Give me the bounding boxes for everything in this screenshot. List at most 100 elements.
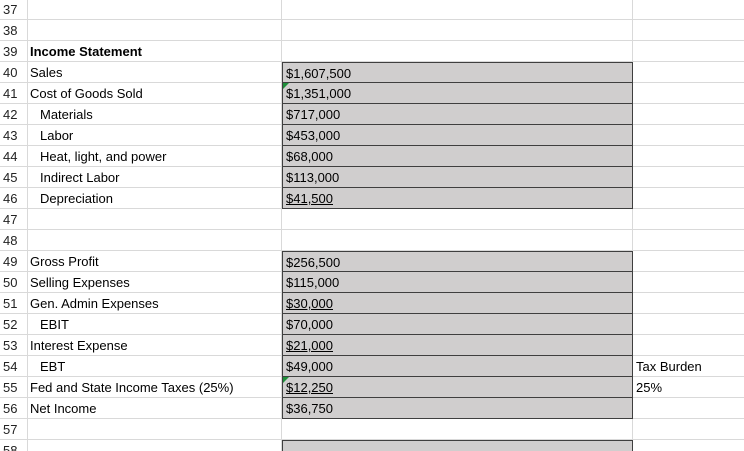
row-number[interactable]: 56 bbox=[0, 398, 28, 419]
row-number[interactable]: 38 bbox=[0, 20, 28, 41]
label-cell[interactable]: Net Income bbox=[28, 398, 282, 419]
row-number[interactable]: 46 bbox=[0, 188, 28, 209]
note-cell[interactable] bbox=[633, 440, 744, 451]
value-cell[interactable] bbox=[282, 419, 633, 440]
value-cell[interactable]: $717,000 bbox=[282, 104, 633, 125]
note-cell[interactable] bbox=[633, 314, 744, 335]
row-number[interactable]: 45 bbox=[0, 167, 28, 188]
value-cell[interactable] bbox=[282, 20, 633, 41]
row-number[interactable]: 37 bbox=[0, 0, 28, 20]
row-number[interactable]: 53 bbox=[0, 335, 28, 356]
value-cell[interactable] bbox=[282, 209, 633, 230]
label-cell[interactable]: Materials bbox=[28, 104, 282, 125]
row-number[interactable]: 49 bbox=[0, 251, 28, 272]
row-number[interactable]: 50 bbox=[0, 272, 28, 293]
cell-text: 52 bbox=[3, 317, 18, 332]
label-cell[interactable]: Fed and State Income Taxes (25%) bbox=[28, 377, 282, 398]
label-cell[interactable]: EBT bbox=[28, 356, 282, 377]
note-cell[interactable] bbox=[633, 419, 744, 440]
note-cell[interactable] bbox=[633, 146, 744, 167]
note-cell[interactable] bbox=[633, 0, 744, 20]
row-number[interactable]: 52 bbox=[0, 314, 28, 335]
row-number[interactable]: 43 bbox=[0, 125, 28, 146]
row-number[interactable]: 41 bbox=[0, 83, 28, 104]
note-cell[interactable] bbox=[633, 167, 744, 188]
label-cell[interactable]: Interest Expense bbox=[28, 335, 282, 356]
label-cell[interactable]: Income Statement bbox=[28, 41, 282, 62]
row-number[interactable]: 42 bbox=[0, 104, 28, 125]
label-cell[interactable] bbox=[28, 0, 282, 20]
cell-text: $1,607,500 bbox=[286, 66, 352, 81]
row-number[interactable]: 40 bbox=[0, 62, 28, 83]
value-cell[interactable]: $256,500 bbox=[282, 251, 633, 272]
note-cell[interactable] bbox=[633, 272, 744, 293]
note-cell[interactable] bbox=[633, 20, 744, 41]
cell-text: Gen. Admin Expenses bbox=[30, 296, 159, 311]
value-cell[interactable] bbox=[282, 0, 633, 20]
value-cell[interactable] bbox=[282, 440, 633, 451]
row-number[interactable]: 57 bbox=[0, 419, 28, 440]
note-cell[interactable] bbox=[633, 398, 744, 419]
label-cell[interactable]: Sales bbox=[28, 62, 282, 83]
label-cell[interactable] bbox=[28, 209, 282, 230]
cell-text: 55 bbox=[3, 380, 18, 395]
label-cell[interactable]: EBIT bbox=[28, 314, 282, 335]
note-cell[interactable]: Tax Burden bbox=[633, 356, 744, 377]
cell-text: 49 bbox=[3, 254, 18, 269]
value-cell[interactable]: $49,000 bbox=[282, 356, 633, 377]
label-cell[interactable]: Heat, light, and power bbox=[28, 146, 282, 167]
error-indicator bbox=[283, 83, 289, 89]
value-cell[interactable]: $1,607,500 bbox=[282, 62, 633, 83]
note-cell[interactable]: 25% bbox=[633, 377, 744, 398]
cell-text: 43 bbox=[3, 128, 18, 143]
row-number[interactable]: 47 bbox=[0, 209, 28, 230]
note-cell[interactable] bbox=[633, 104, 744, 125]
note-cell[interactable] bbox=[633, 335, 744, 356]
value-cell[interactable]: $70,000 bbox=[282, 314, 633, 335]
label-cell[interactable]: Labor bbox=[28, 125, 282, 146]
row-number[interactable]: 51 bbox=[0, 293, 28, 314]
value-cell[interactable]: $115,000 bbox=[282, 272, 633, 293]
label-cell[interactable] bbox=[28, 419, 282, 440]
value-cell[interactable]: $113,000 bbox=[282, 167, 633, 188]
label-cell[interactable]: Indirect Labor bbox=[28, 167, 282, 188]
note-cell[interactable] bbox=[633, 230, 744, 251]
note-cell[interactable] bbox=[633, 209, 744, 230]
note-cell[interactable] bbox=[633, 188, 744, 209]
label-cell[interactable]: Gen. Admin Expenses bbox=[28, 293, 282, 314]
row-number[interactable]: 48 bbox=[0, 230, 28, 251]
label-cell[interactable] bbox=[28, 440, 282, 451]
label-cell[interactable]: Selling Expenses bbox=[28, 272, 282, 293]
note-cell[interactable] bbox=[633, 41, 744, 62]
label-cell[interactable]: Gross Profit bbox=[28, 251, 282, 272]
cell-text: Net Income bbox=[30, 401, 97, 416]
row-number[interactable]: 58 bbox=[0, 440, 28, 451]
cell-text: EBIT bbox=[40, 317, 69, 332]
label-cell[interactable] bbox=[28, 230, 282, 251]
label-cell[interactable]: Depreciation bbox=[28, 188, 282, 209]
note-cell[interactable] bbox=[633, 293, 744, 314]
note-cell[interactable] bbox=[633, 62, 744, 83]
cell-text: 57 bbox=[3, 422, 18, 437]
label-cell[interactable] bbox=[28, 20, 282, 41]
note-cell[interactable] bbox=[633, 125, 744, 146]
label-cell[interactable]: Cost of Goods Sold bbox=[28, 83, 282, 104]
row-number[interactable]: 44 bbox=[0, 146, 28, 167]
row-number[interactable]: 55 bbox=[0, 377, 28, 398]
value-cell[interactable] bbox=[282, 230, 633, 251]
row-number[interactable]: 39 bbox=[0, 41, 28, 62]
note-cell[interactable] bbox=[633, 83, 744, 104]
value-cell[interactable]: $21,000 bbox=[282, 335, 633, 356]
value-cell[interactable]: $12,250 bbox=[282, 377, 633, 398]
value-cell[interactable]: $453,000 bbox=[282, 125, 633, 146]
value-cell[interactable]: $41,500 bbox=[282, 188, 633, 209]
value-cell[interactable]: $30,000 bbox=[282, 293, 633, 314]
value-cell[interactable]: $36,750 bbox=[282, 398, 633, 419]
value-cell[interactable] bbox=[282, 41, 633, 62]
row-number[interactable]: 54 bbox=[0, 356, 28, 377]
value-cell[interactable]: $68,000 bbox=[282, 146, 633, 167]
note-cell[interactable] bbox=[633, 251, 744, 272]
value-cell[interactable]: $1,351,000 bbox=[282, 83, 633, 104]
cell-text: EBT bbox=[40, 359, 66, 374]
